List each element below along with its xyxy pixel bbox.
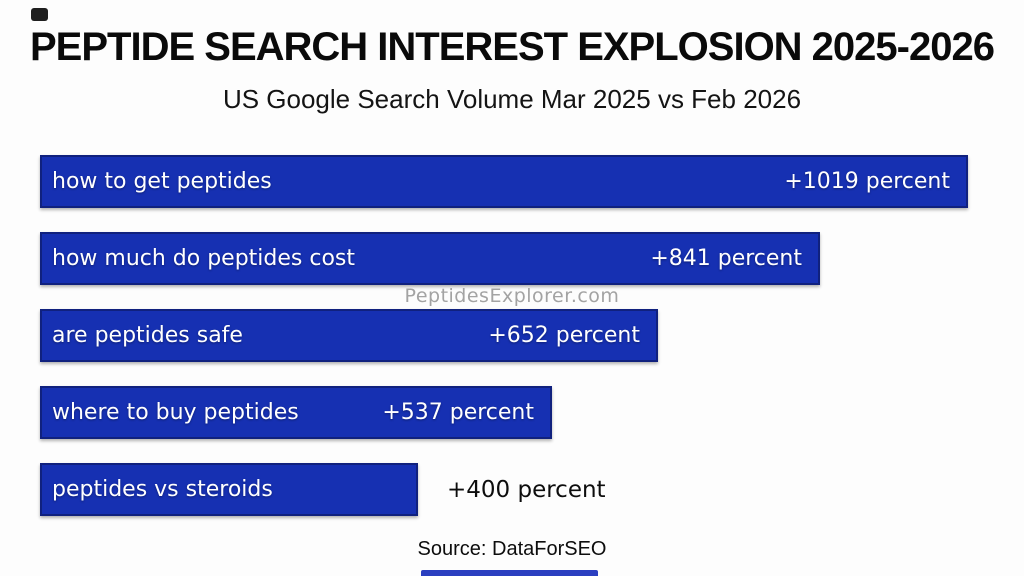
bar-label: peptides vs steroids <box>52 477 273 502</box>
chart-subtitle: US Google Search Volume Mar 2025 vs Feb … <box>222 84 802 114</box>
bar-value: +652 percent <box>488 323 640 348</box>
bar-row: where to buy peptides +537 percent <box>40 386 552 439</box>
bar-label: where to buy peptides <box>52 400 299 425</box>
watermark: PeptidesExplorer.com <box>404 285 620 307</box>
bar-3: are peptides safe +652 percent <box>40 309 658 362</box>
bar-5: peptides vs steroids <box>40 463 418 516</box>
bar-1: how to get peptides +1019 percent <box>40 155 968 208</box>
bar-value: +400 percent <box>447 476 606 503</box>
bar-row: how to get peptides +1019 percent <box>40 155 968 208</box>
bar-row: how much do peptides cost +841 percent <box>40 232 820 285</box>
bar-row: peptides vs steroids +400 percent <box>40 463 606 516</box>
chart-title: PEPTIDE SEARCH INTEREST EXPLOSION 2025-2… <box>30 25 995 69</box>
bar-value: +1019 percent <box>784 169 950 194</box>
bar-2: how much do peptides cost +841 percent <box>40 232 820 285</box>
bar-row: are peptides safe +652 percent <box>40 309 658 362</box>
source-caption: Source: DataForSEO <box>417 538 607 560</box>
bar-value: +841 percent <box>650 246 802 271</box>
bar-label: are peptides safe <box>52 323 243 348</box>
bottom-bar-fragment <box>421 570 598 576</box>
bar-4: where to buy peptides +537 percent <box>40 386 552 439</box>
bar-value: +537 percent <box>382 400 534 425</box>
corner-mark <box>31 8 48 21</box>
bar-label: how much do peptides cost <box>52 246 356 271</box>
bar-label: how to get peptides <box>52 169 272 194</box>
